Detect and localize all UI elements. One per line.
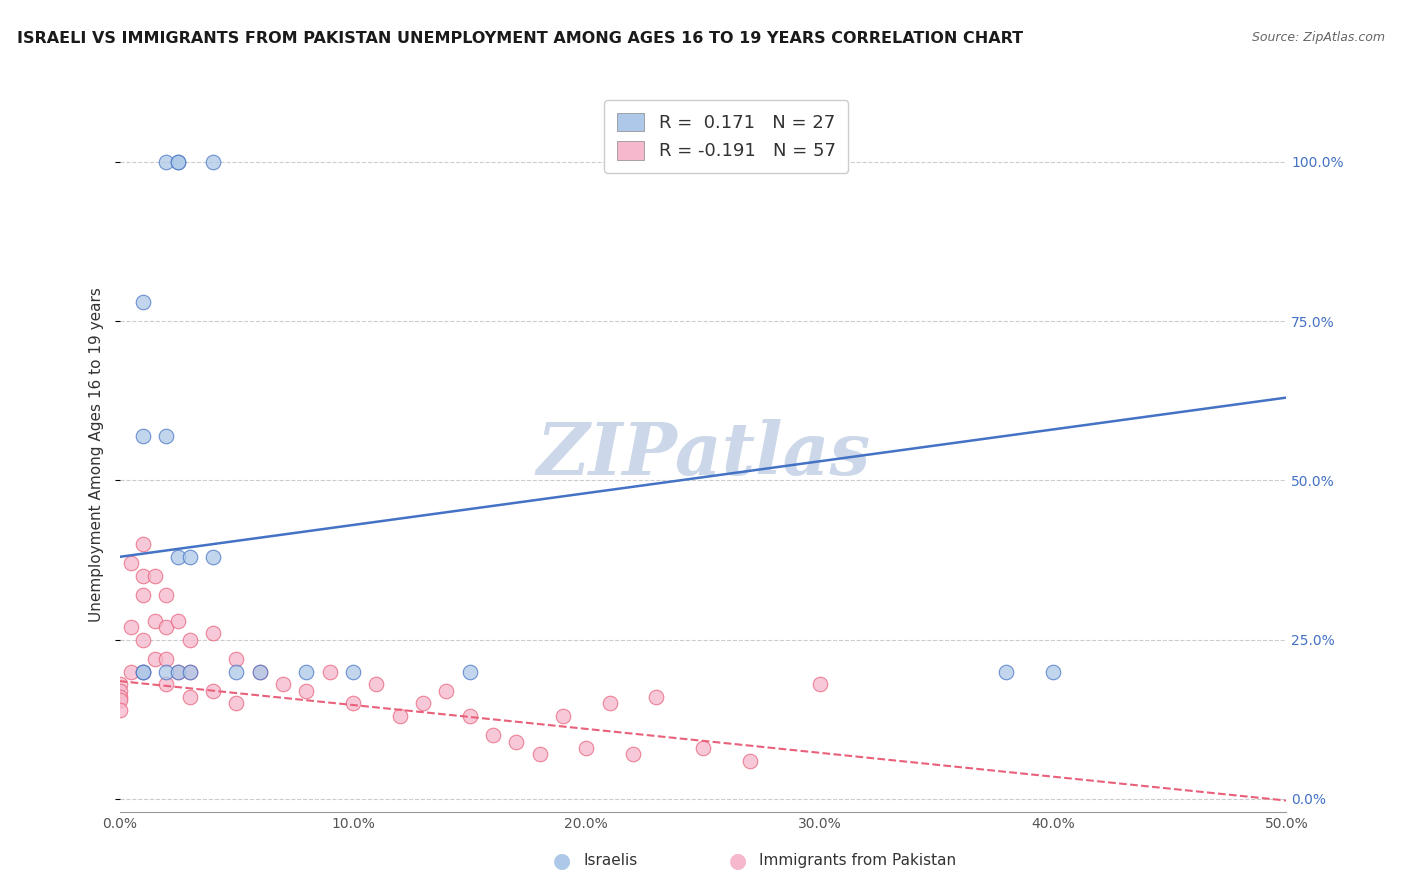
Point: [155, 154, 177, 169]
Point: [155, 429, 177, 443]
Point: [166, 549, 188, 564]
Point: [808, 677, 831, 691]
Point: [505, 734, 527, 748]
Text: ISRAELI VS IMMIGRANTS FROM PAKISTAN UNEMPLOYMENT AMONG AGES 16 TO 19 YEARS CORRE: ISRAELI VS IMMIGRANTS FROM PAKISTAN UNEM…: [17, 31, 1024, 46]
Point: [995, 665, 1018, 679]
Point: [143, 614, 166, 628]
Point: [271, 677, 294, 691]
Point: [225, 665, 247, 679]
Point: [179, 665, 201, 679]
Point: [249, 665, 271, 679]
Point: [108, 690, 131, 704]
Point: [155, 652, 177, 666]
Point: [738, 754, 761, 768]
Point: [225, 652, 247, 666]
Point: [434, 683, 457, 698]
Point: [108, 683, 131, 698]
Point: [458, 709, 481, 723]
Point: [249, 665, 271, 679]
Point: [108, 677, 131, 691]
Point: [120, 665, 142, 679]
Point: [529, 747, 551, 762]
Point: [155, 665, 177, 679]
Point: [318, 665, 340, 679]
Point: [108, 693, 131, 707]
Point: [1042, 665, 1064, 679]
Point: [166, 614, 188, 628]
Point: [179, 665, 201, 679]
Point: [179, 549, 201, 564]
Point: [132, 537, 155, 551]
Point: [458, 665, 481, 679]
Point: [166, 665, 188, 679]
Point: [132, 665, 155, 679]
Point: [155, 677, 177, 691]
Point: [645, 690, 668, 704]
Point: [166, 154, 188, 169]
Point: [166, 154, 188, 169]
Point: [645, 154, 668, 169]
Point: [551, 709, 574, 723]
Text: Immigrants from Pakistan: Immigrants from Pakistan: [759, 854, 956, 868]
Text: ●: ●: [730, 851, 747, 871]
Point: [132, 295, 155, 310]
Point: [342, 697, 364, 711]
Point: [143, 652, 166, 666]
Point: [388, 709, 411, 723]
Point: [132, 569, 155, 583]
Point: [155, 588, 177, 602]
Point: [482, 728, 505, 742]
Point: [295, 683, 318, 698]
Point: [166, 665, 188, 679]
Point: [201, 154, 224, 169]
Point: [599, 697, 621, 711]
Point: [132, 429, 155, 443]
Point: [201, 626, 224, 640]
Point: [132, 632, 155, 647]
Point: [155, 620, 177, 634]
Text: Israelis: Israelis: [583, 854, 638, 868]
Point: [366, 677, 388, 691]
Point: [295, 665, 318, 679]
Text: ZIPatlas: ZIPatlas: [536, 419, 870, 491]
Y-axis label: Unemployment Among Ages 16 to 19 years: Unemployment Among Ages 16 to 19 years: [89, 287, 104, 623]
Point: [143, 569, 166, 583]
Text: ●: ●: [554, 851, 571, 871]
Point: [179, 690, 201, 704]
Point: [201, 683, 224, 698]
Text: Source: ZipAtlas.com: Source: ZipAtlas.com: [1251, 31, 1385, 45]
Point: [201, 549, 224, 564]
Point: [342, 665, 364, 679]
Point: [692, 741, 714, 756]
Point: [132, 665, 155, 679]
Point: [621, 747, 644, 762]
Point: [132, 588, 155, 602]
Point: [179, 632, 201, 647]
Point: [412, 697, 434, 711]
Point: [225, 697, 247, 711]
Point: [120, 556, 142, 570]
Point: [132, 665, 155, 679]
Point: [108, 703, 131, 717]
Point: [120, 620, 142, 634]
Legend: R =  0.171   N = 27, R = -0.191   N = 57: R = 0.171 N = 27, R = -0.191 N = 57: [605, 100, 848, 173]
Point: [575, 741, 598, 756]
